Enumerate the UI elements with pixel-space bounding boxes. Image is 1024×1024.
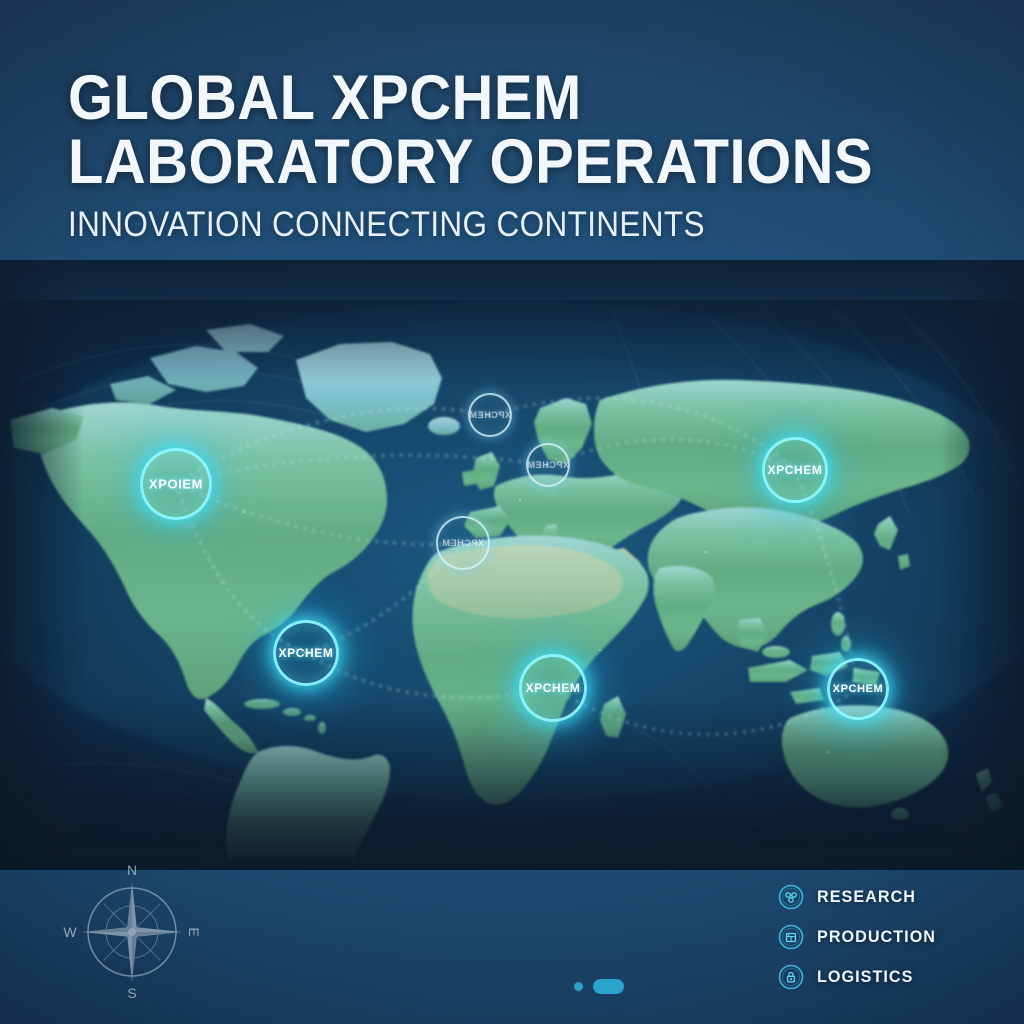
map-marker-north-america[interactable]: XPOIEM [140,448,212,520]
legend-label-research: RESEARCH [816,887,916,906]
header-block: GLOBAL XPCHEM LABORATORY OPERATIONS INNO… [68,66,968,244]
marker-ring-south-africa [519,654,587,722]
marker-label-north-america: XPOIEM [148,476,204,492]
legend-item-research[interactable]: RESEARCH [778,884,921,910]
page-title-line-2: LABORATORY OPERATIONS [68,127,874,197]
pagination-indicator[interactable] [574,979,624,994]
map-marker-north-europe[interactable]: XPCHEM [468,393,512,437]
marker-label-south-africa: XPCHEM [525,681,581,695]
marker-label-north-europe: XPCHEM [468,410,512,420]
marker-label-east-asia: XPCHEM [767,463,823,477]
marker-label-west-africa: XPCHEM [441,538,485,548]
map-marker-australia[interactable]: XPCHEM [827,658,889,720]
world-map-graphic [0,300,1024,860]
compass-east-label: E [186,927,202,936]
page-title-line-1: GLOBAL XPCHEM [68,63,582,133]
production-icon [778,924,804,950]
logistics-icon [778,964,804,990]
map-marker-west-africa[interactable]: XPCHEM [436,516,490,570]
marker-ring-west-africa [436,516,490,570]
marker-ring-east-asia [762,437,828,503]
compass-north-label: N [127,862,137,878]
legend-item-production[interactable]: PRODUCTION [778,924,942,950]
map-marker-south-america[interactable]: XPCHEM [273,620,339,686]
compass-west-label: W [63,924,77,940]
marker-label-central-europe: XPCHEM [526,460,570,470]
marker-label-south-america: XPCHEM [278,646,334,660]
legend-label-logistics: LOGISTICS [816,967,914,986]
marker-ring-north-america [140,448,212,520]
marker-ring-north-europe [468,393,512,437]
compass-south-label: S [127,985,136,1001]
legend: RESEARCH PRODUCTION [778,884,942,990]
map-marker-south-africa[interactable]: XPCHEM [519,654,587,722]
compass-rose: N S W E [62,862,202,1002]
research-icon [778,884,804,910]
map-marker-central-europe[interactable]: XPCHEM [526,443,570,487]
pagination-dot-1[interactable] [574,982,583,991]
legend-item-logistics[interactable]: LOGISTICS [778,964,919,990]
legend-label-production: PRODUCTION [816,927,936,946]
world-map [0,260,1024,870]
pagination-dot-2-active[interactable] [593,979,624,994]
marker-ring-australia [827,658,889,720]
marker-ring-central-europe [526,443,570,487]
marker-label-australia: XPCHEM [832,683,884,695]
marker-ring-south-america [273,620,339,686]
map-marker-east-asia[interactable]: XPCHEM [762,437,828,503]
page-subtitle: INNOVATION CONNECTING CONTINENTS [68,205,705,244]
